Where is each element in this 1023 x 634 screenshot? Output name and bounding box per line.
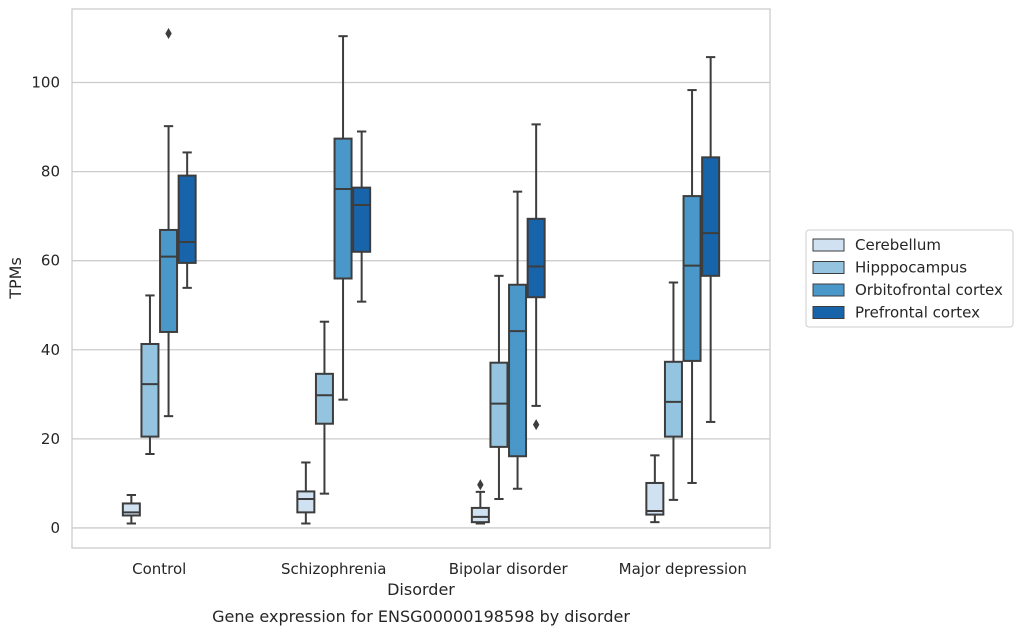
box-iqr — [663, 360, 683, 438]
y-tick-label: 60 — [41, 252, 60, 270]
outlier-point — [532, 419, 540, 431]
box-hipppocampus — [489, 274, 509, 500]
legend-frame — [805, 229, 1014, 328]
box-iqr — [177, 174, 197, 264]
box-hipppocampus — [663, 281, 683, 501]
y-tick-label: 40 — [41, 341, 60, 359]
box-prefrontal-cortex — [526, 123, 546, 431]
box-prefrontal-cortex — [177, 151, 197, 289]
box-iqr — [352, 186, 372, 253]
box-prefrontal-cortex — [701, 56, 721, 423]
box-iqr — [159, 228, 179, 333]
x-axis-label: Disorder — [387, 580, 455, 599]
x-tick-labels: Control Schizophrenia Bipolar disorder Majo… — [132, 560, 747, 578]
box-cerebellum — [296, 461, 316, 525]
y-tick-labels: 0 20 40 60 80 100 — [31, 74, 60, 537]
box-iqr — [526, 217, 546, 299]
box-hipppocampus — [314, 320, 334, 495]
x-tick-label: Bipolar disorder — [449, 560, 569, 578]
box-prefrontal-cortex — [352, 130, 372, 303]
box-hipppocampus — [140, 294, 160, 456]
chart-caption: Gene expression for ENSG00000198598 by d… — [212, 607, 630, 626]
legend-swatch — [812, 261, 845, 274]
box-iqr — [489, 361, 509, 448]
box-orbitofrontal-cortex — [333, 35, 353, 401]
box-iqr — [121, 502, 141, 517]
plot-area-frame — [71, 8, 771, 549]
box-iqr — [140, 342, 160, 438]
y-axis-label: TPMs — [6, 257, 25, 300]
x-tick-label: Control — [132, 560, 186, 578]
y-tick-label: 20 — [41, 430, 60, 448]
box-iqr — [508, 283, 528, 458]
box-iqr — [645, 481, 665, 516]
y-tick-label: 0 — [50, 519, 60, 537]
box-orbitofrontal-cortex — [508, 190, 528, 490]
outlier-point — [165, 28, 172, 39]
box-cerebellum — [470, 479, 490, 525]
box-iqr — [701, 156, 721, 277]
legend-entry: Orbitofrontal cortex — [855, 281, 1003, 299]
y-tick-label: 80 — [41, 163, 60, 181]
x-tick-label: Schizophrenia — [281, 560, 386, 578]
box-cerebellum — [121, 493, 141, 525]
box-orbitofrontal-cortex — [682, 89, 702, 484]
legend-entry: Hipppocampus — [855, 259, 967, 277]
box-iqr — [682, 195, 702, 362]
outlier-point — [477, 479, 484, 491]
legend-entry: Cerebellum — [855, 236, 941, 254]
legend: Cerebellum Hipppocampus Orbitofrontal cort… — [805, 229, 1014, 328]
box-iqr — [314, 372, 334, 425]
x-tick-label: Major depression — [619, 560, 747, 578]
box-iqr — [296, 490, 316, 514]
legend-swatch — [812, 283, 845, 297]
y-tick-label: 100 — [31, 74, 60, 92]
box-cerebellum — [645, 454, 665, 524]
legend-swatch — [812, 306, 845, 319]
legend-swatch — [812, 238, 845, 252]
box-orbitofrontal-cortex — [159, 28, 179, 418]
legend-entry: Prefrontal cortex — [855, 304, 980, 322]
box-iqr — [333, 137, 353, 280]
boxes — [121, 28, 721, 525]
box-iqr — [470, 506, 490, 524]
